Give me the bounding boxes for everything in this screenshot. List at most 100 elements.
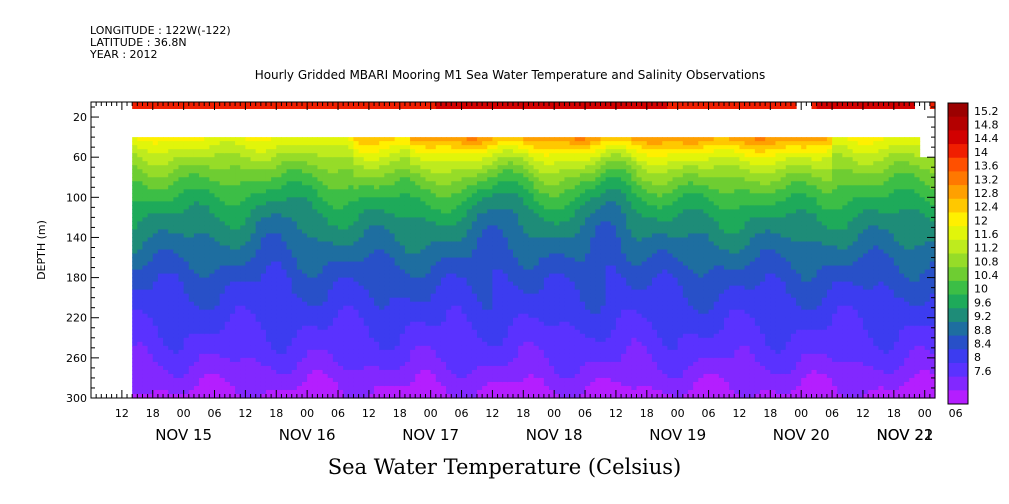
heatmap-cell <box>446 225 452 231</box>
heatmap-cell <box>281 241 288 247</box>
heatmap-cell <box>193 373 200 379</box>
heatmap-cell <box>302 289 308 295</box>
heatmap-cell <box>245 313 252 319</box>
heatmap-cell <box>219 241 226 247</box>
heatmap-cell <box>291 193 298 198</box>
heatmap-cell <box>188 153 195 158</box>
heatmap-cell <box>338 321 344 327</box>
heatmap-cell <box>492 293 499 299</box>
heatmap-cell <box>440 377 447 383</box>
heatmap-cell <box>353 169 360 174</box>
heatmap-cell <box>358 365 365 371</box>
heatmap-cell <box>471 325 478 331</box>
heatmap-cell <box>224 157 231 162</box>
heatmap-cell <box>209 237 216 243</box>
heatmap-cell <box>327 197 334 202</box>
heatmap-cell <box>224 177 231 182</box>
heatmap-cell <box>399 333 406 339</box>
heatmap-cell <box>513 381 519 387</box>
heatmap-cell <box>152 177 159 182</box>
heatmap-cell <box>168 369 174 375</box>
heatmap-cell <box>384 257 391 263</box>
heatmap-cell <box>296 269 303 275</box>
heatmap-cell <box>157 185 164 190</box>
heatmap-cell <box>353 209 360 214</box>
heatmap-cell <box>497 317 504 323</box>
heatmap-cell <box>229 173 236 178</box>
heatmap-cell <box>487 345 494 351</box>
heatmap-cell <box>296 141 303 146</box>
heatmap-cell <box>229 261 236 267</box>
heatmap-cell <box>348 273 355 279</box>
heatmap-cell <box>281 341 288 347</box>
heatmap-cell <box>466 209 473 214</box>
heatmap-cell <box>152 345 159 351</box>
heatmap-cell <box>250 229 257 235</box>
heatmap-cell <box>518 389 524 395</box>
heatmap-cell <box>276 261 283 267</box>
heatmap-cell <box>152 293 159 299</box>
heatmap-cell <box>250 149 257 154</box>
heatmap-cell <box>435 137 442 142</box>
heatmap-cell <box>147 241 154 247</box>
heatmap-cell <box>214 297 221 303</box>
heatmap-cell <box>302 381 308 387</box>
heatmap-cell <box>188 137 195 142</box>
heatmap-cell <box>379 377 385 383</box>
heatmap-cell <box>260 261 267 267</box>
heatmap-cell <box>338 217 344 222</box>
heatmap-cell <box>368 373 375 379</box>
heatmap-cell <box>399 209 406 214</box>
heatmap-cell <box>338 277 344 283</box>
heatmap-cell <box>276 209 283 214</box>
heatmap-cell <box>523 157 530 162</box>
heatmap-cell <box>219 377 226 383</box>
heatmap-cell <box>281 161 288 166</box>
heatmap-cell <box>353 241 360 247</box>
heatmap-cell <box>224 201 231 206</box>
heatmap-cell <box>435 241 442 247</box>
heatmap-cell <box>487 253 494 259</box>
heatmap-cell <box>265 149 272 154</box>
heatmap-cell <box>286 173 293 178</box>
heatmap-cell <box>276 337 283 343</box>
heatmap-cell <box>451 249 457 255</box>
heatmap-cell <box>147 249 154 255</box>
heatmap-cell <box>379 301 385 307</box>
heatmap-cell <box>492 329 499 335</box>
heatmap-cell <box>142 205 149 210</box>
heatmap-cell <box>353 213 360 218</box>
heatmap-cell <box>513 269 519 275</box>
heatmap-cell <box>363 369 370 375</box>
heatmap-cell <box>235 201 241 206</box>
heatmap-cell <box>317 161 324 166</box>
heatmap-cell <box>399 181 406 186</box>
heatmap-cell <box>410 181 416 186</box>
heatmap-cell <box>296 393 303 399</box>
heatmap-cell <box>137 257 144 263</box>
heatmap-cell <box>497 333 504 339</box>
heatmap-cell <box>188 369 195 375</box>
heatmap-cell <box>193 169 200 174</box>
heatmap-cell <box>214 309 221 315</box>
heatmap-cell <box>456 197 463 202</box>
heatmap-cell <box>430 313 437 319</box>
heatmap-cell <box>461 137 468 142</box>
heatmap-cell <box>271 349 277 355</box>
heatmap-cell <box>476 229 483 235</box>
heatmap-cell <box>394 369 401 375</box>
heatmap-cell <box>291 393 298 399</box>
heatmap-cell <box>302 269 308 275</box>
heatmap-cell <box>404 193 411 198</box>
heatmap-cell <box>193 201 200 206</box>
heatmap-cell <box>322 329 329 335</box>
heatmap-cell <box>363 225 370 231</box>
heatmap-cell <box>286 357 293 363</box>
heatmap-cell <box>513 197 519 202</box>
heatmap-cell <box>240 345 246 351</box>
heatmap-cell <box>476 333 483 339</box>
heatmap-cell <box>451 189 457 194</box>
heatmap-cell <box>446 333 452 339</box>
heatmap-cell <box>302 189 308 194</box>
heatmap-cell <box>188 265 195 271</box>
